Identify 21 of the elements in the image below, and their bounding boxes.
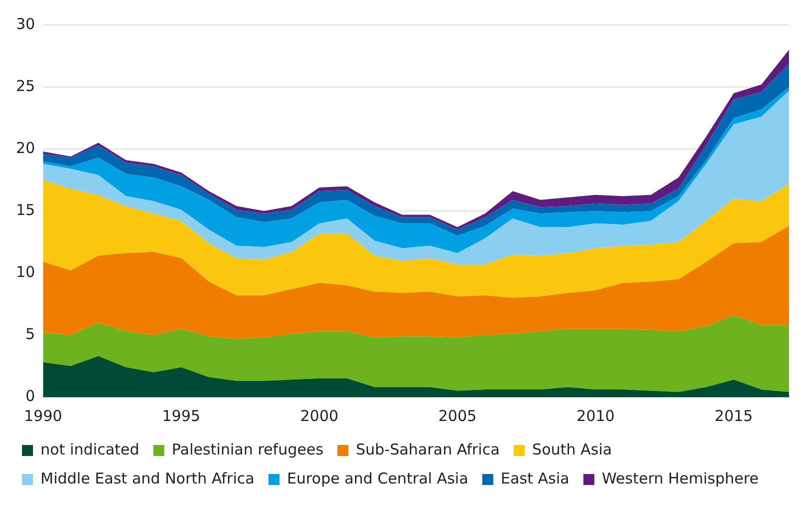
y-tick-label: 25 [16, 76, 36, 95]
y-tick-label: 5 [26, 324, 36, 343]
y-tick-label: 0 [26, 386, 36, 405]
legend-label: East Asia [500, 469, 570, 488]
legend-label: Europe and Central Asia [286, 469, 468, 488]
legend-label: not indicated [40, 440, 140, 458]
legend-label: Palestinian refugees [172, 440, 324, 458]
legend-label: Sub-Saharan Africa [356, 440, 500, 458]
x-tick-label: 1995 [162, 406, 200, 425]
y-tick-label: 15 [16, 200, 36, 219]
x-tick-label: 2000 [300, 406, 338, 425]
legend-label: South Asia [532, 440, 612, 458]
legend-label: Western Hemisphere [602, 469, 759, 488]
y-tick-label: 20 [16, 138, 36, 157]
x-tick-label: 1990 [24, 406, 62, 425]
x-tick-label: 2010 [576, 406, 615, 425]
legend-label: Middle East and North Africa [40, 469, 254, 488]
y-tick-label: 10 [16, 262, 36, 281]
x-tick-label: 2015 [714, 406, 753, 425]
y-tick-label: 30 [16, 14, 36, 33]
x-tick-label: 2005 [438, 406, 477, 425]
